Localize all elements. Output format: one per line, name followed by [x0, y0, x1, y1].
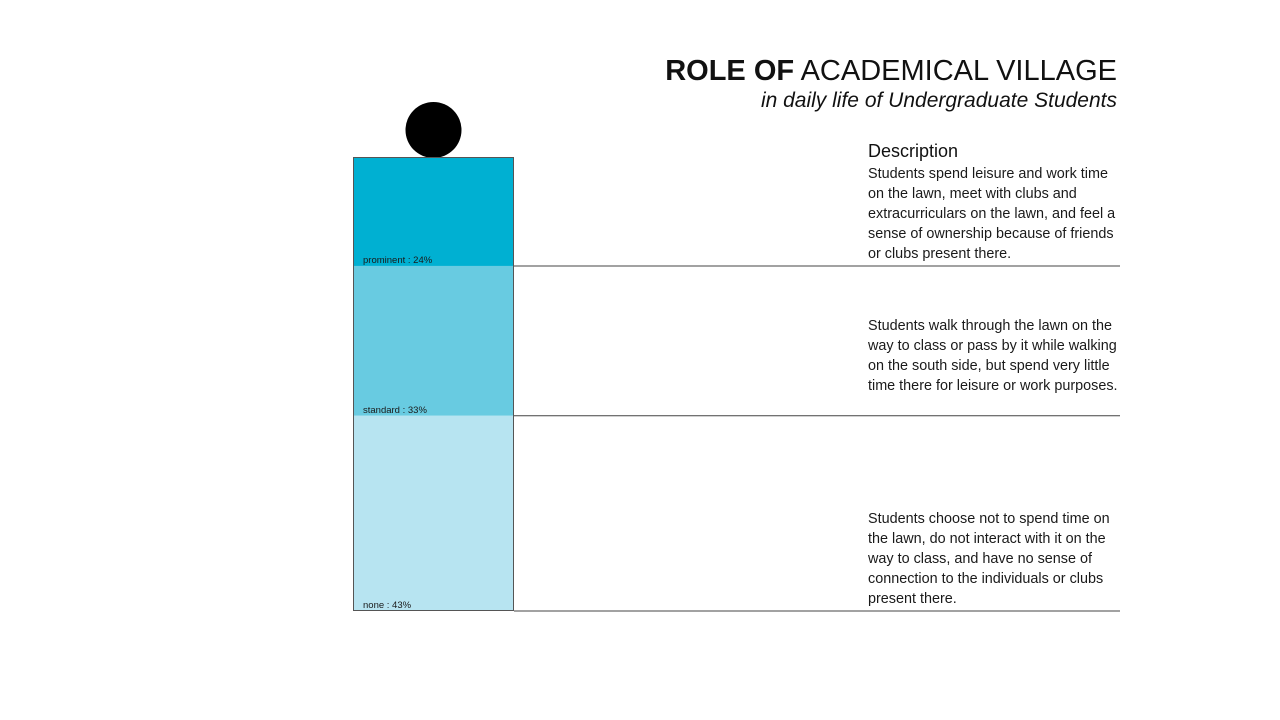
- bar-label-none: none : 43%: [363, 600, 412, 611]
- page-subtitle: in daily life of Undergraduate Students: [760, 89, 1117, 112]
- description-standard: Students walk through the lawn on the wa…: [868, 318, 1118, 394]
- title-block: ROLE OF ACADEMICAL VILLAGE in daily life…: [665, 54, 1117, 114]
- bar-label-standard: standard : 33%: [363, 405, 427, 416]
- bar-label-prominent: prominent : 24%: [363, 255, 433, 266]
- page-title: ROLE OF ACADEMICAL VILLAGE: [665, 54, 1117, 88]
- bar-segment-prominent: [353, 157, 514, 266]
- description-none: Students choose not to spend time on the…: [868, 511, 1110, 607]
- description-prominent: Students spend leisure and work time on …: [868, 166, 1116, 262]
- title-bold: ROLE OF: [665, 55, 795, 87]
- bar-segment-standard: [353, 265, 514, 416]
- description-heading: Description: [868, 141, 959, 161]
- bar-segment-none: [353, 415, 514, 611]
- title-rest: ACADEMICAL VILLAGE: [800, 55, 1117, 87]
- figure-head: [405, 102, 462, 158]
- bar-outline: [353, 157, 514, 611]
